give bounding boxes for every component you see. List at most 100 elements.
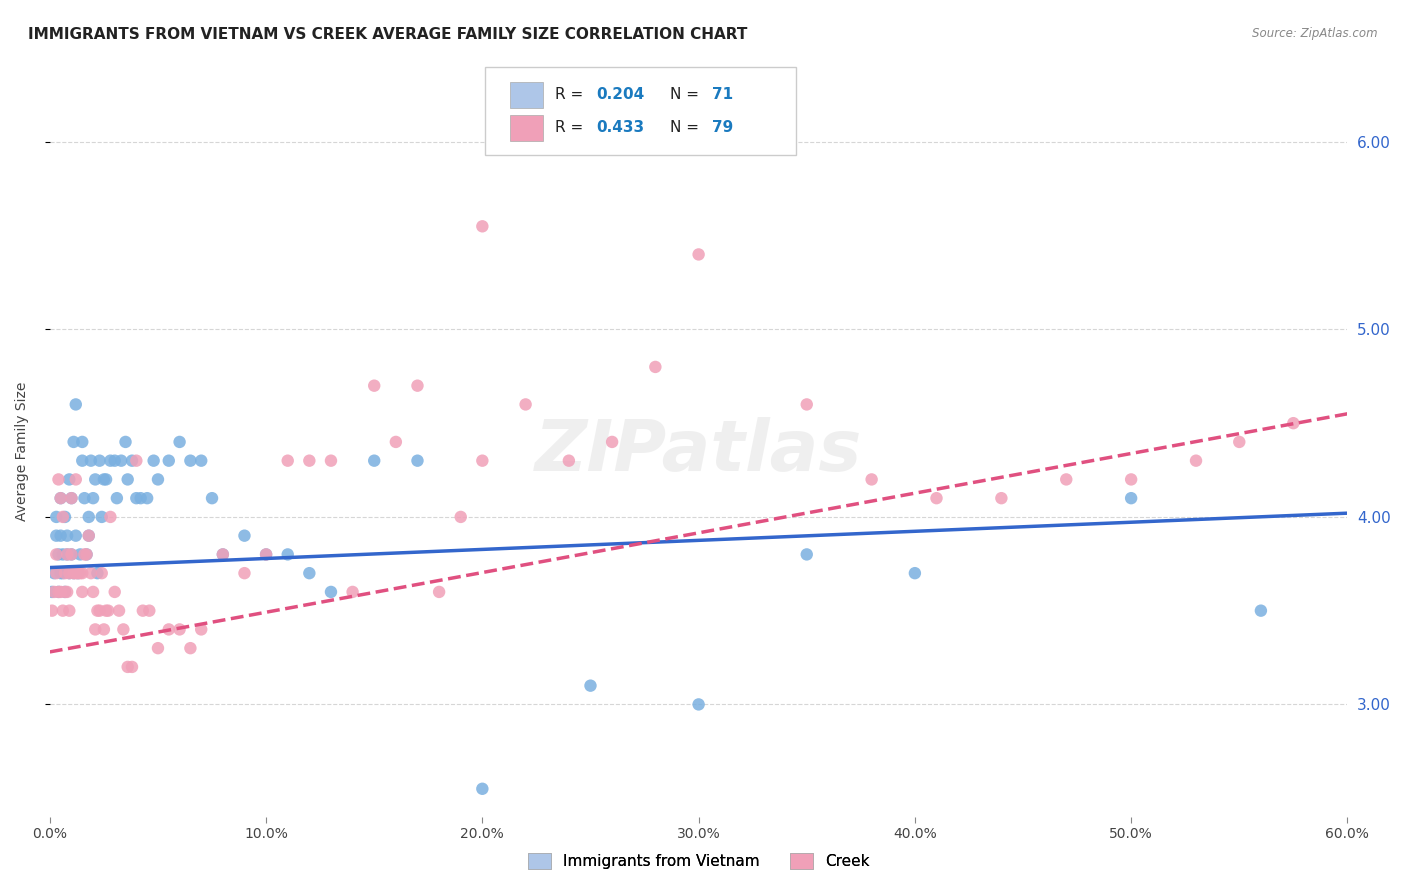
- Point: [41, 585, 63, 599]
- Point: [69, 566, 91, 581]
- Point: [76, 548, 98, 562]
- Point: [233, 529, 256, 543]
- Point: [114, 434, 136, 449]
- Point: [48, 585, 70, 599]
- Point: [121, 453, 143, 467]
- Point: [56, 548, 79, 562]
- Point: [80, 566, 103, 581]
- Point: [77, 529, 100, 543]
- Point: [52, 604, 75, 618]
- Point: [44, 585, 66, 599]
- Point: [600, 434, 623, 449]
- Text: 79: 79: [711, 120, 733, 135]
- Point: [82, 585, 104, 599]
- Point: [796, 397, 818, 411]
- Point: [990, 491, 1012, 505]
- Point: [56, 585, 79, 599]
- Point: [65, 397, 87, 411]
- Point: [1054, 472, 1077, 486]
- Point: [48, 472, 70, 486]
- FancyBboxPatch shape: [485, 68, 796, 155]
- Point: [100, 453, 122, 467]
- Point: [89, 604, 111, 618]
- Point: [41, 604, 63, 618]
- Point: [201, 491, 224, 505]
- Point: [450, 510, 472, 524]
- Point: [233, 566, 256, 581]
- Point: [688, 698, 710, 712]
- Point: [406, 453, 429, 467]
- Point: [89, 453, 111, 467]
- Point: [62, 434, 84, 449]
- Point: [56, 529, 79, 543]
- Point: [157, 623, 180, 637]
- Point: [60, 548, 83, 562]
- Point: [53, 585, 76, 599]
- Point: [82, 491, 104, 505]
- Point: [58, 472, 80, 486]
- Text: R =: R =: [554, 120, 588, 135]
- Point: [60, 491, 83, 505]
- Point: [342, 585, 364, 599]
- Point: [76, 548, 98, 562]
- Point: [117, 660, 139, 674]
- Point: [211, 548, 233, 562]
- Point: [136, 491, 159, 505]
- Point: [72, 453, 94, 467]
- Point: [77, 529, 100, 543]
- Point: [84, 472, 107, 486]
- Point: [125, 453, 148, 467]
- Point: [69, 548, 91, 562]
- Point: [52, 566, 75, 581]
- Point: [52, 548, 75, 562]
- Text: R =: R =: [554, 87, 588, 102]
- Point: [1227, 434, 1250, 449]
- Point: [142, 453, 165, 467]
- Point: [363, 453, 385, 467]
- Point: [104, 585, 127, 599]
- Point: [471, 219, 494, 234]
- Point: [90, 566, 112, 581]
- Point: [138, 604, 160, 618]
- Point: [925, 491, 948, 505]
- Point: [515, 397, 537, 411]
- Point: [157, 453, 180, 467]
- Point: [66, 566, 89, 581]
- Point: [1282, 416, 1305, 430]
- FancyBboxPatch shape: [510, 115, 543, 141]
- Point: [62, 566, 84, 581]
- Point: [146, 472, 169, 486]
- Point: [93, 623, 115, 637]
- Point: [72, 434, 94, 449]
- Point: [254, 548, 277, 562]
- Point: [110, 453, 132, 467]
- Point: [49, 529, 72, 543]
- Point: [796, 548, 818, 562]
- Point: [1121, 472, 1143, 486]
- Point: [44, 566, 66, 581]
- Point: [94, 472, 117, 486]
- Point: [211, 548, 233, 562]
- Point: [688, 247, 710, 261]
- Point: [86, 604, 108, 618]
- Point: [104, 453, 127, 467]
- Legend: Immigrants from Vietnam, Creek: Immigrants from Vietnam, Creek: [522, 847, 876, 875]
- Point: [558, 453, 581, 467]
- Text: N =: N =: [671, 87, 704, 102]
- Point: [277, 548, 299, 562]
- Text: 0.433: 0.433: [596, 120, 644, 135]
- Point: [105, 491, 128, 505]
- Point: [146, 641, 169, 656]
- Point: [112, 623, 135, 637]
- Point: [644, 359, 666, 374]
- Point: [406, 378, 429, 392]
- Point: [72, 566, 94, 581]
- Point: [319, 585, 342, 599]
- Text: 71: 71: [711, 87, 733, 102]
- Point: [45, 529, 67, 543]
- Point: [93, 472, 115, 486]
- Point: [254, 548, 277, 562]
- Point: [73, 491, 96, 505]
- FancyBboxPatch shape: [510, 82, 543, 108]
- Point: [60, 548, 83, 562]
